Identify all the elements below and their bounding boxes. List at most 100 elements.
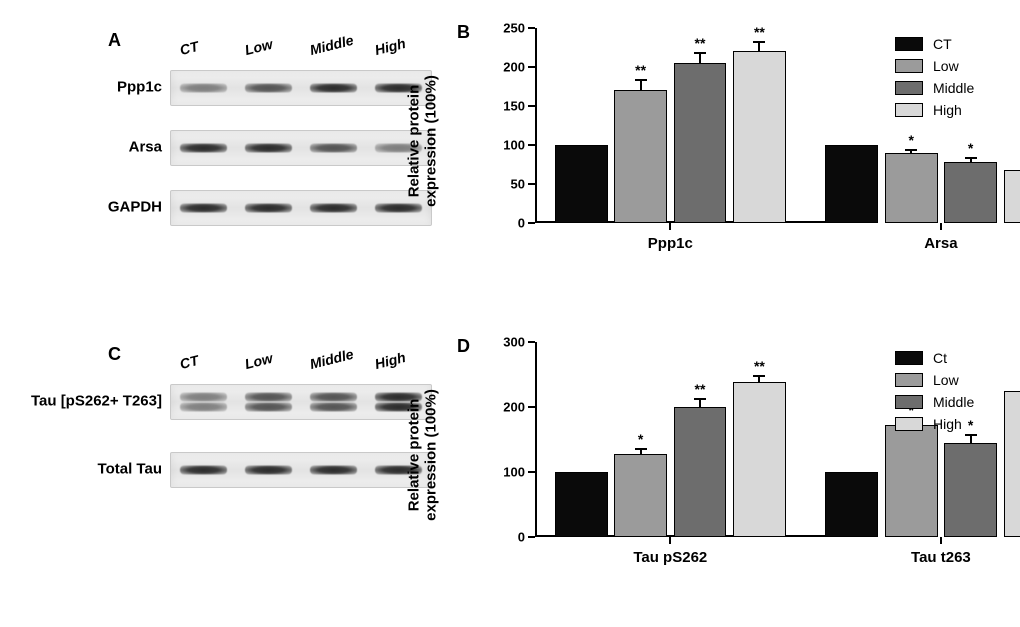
lane-label: Low [243, 350, 274, 372]
legend-label: CT [933, 36, 952, 52]
legend-swatch [895, 395, 923, 409]
legend-label: Middle [933, 80, 974, 96]
blot-row: Total Tau [170, 452, 430, 486]
significance-marker: ** [754, 358, 765, 374]
legend-label: High [933, 416, 962, 432]
y-tick-label: 150 [503, 99, 525, 114]
membrane [170, 452, 432, 488]
legend-label: Ct [933, 350, 947, 366]
bar-chart-panel-d: 0100200300*****Tau pS262****Tau t263Rela… [475, 332, 875, 577]
y-axis-title: Relative proteinexpression (100%) [407, 75, 440, 207]
error-cap [753, 375, 765, 377]
panel-label-a: A [108, 30, 121, 51]
error-bar [699, 53, 701, 63]
legend-item: Low [895, 372, 974, 388]
bar [885, 425, 938, 537]
significance-marker: ** [754, 24, 765, 40]
y-tick [528, 341, 535, 343]
band [245, 204, 292, 213]
band [245, 144, 292, 153]
blot-row-label: Ppp1c [117, 79, 162, 96]
legend-item: Middle [895, 394, 974, 410]
bar [555, 472, 608, 537]
lane-label: Middle [308, 346, 355, 372]
x-tick [940, 537, 942, 544]
band [310, 466, 357, 475]
y-axis [535, 28, 537, 223]
legend-item: High [895, 102, 974, 118]
band [245, 403, 292, 412]
x-tick [940, 223, 942, 230]
band [180, 204, 227, 213]
legend-panel-d: Ct Low Middle High [895, 350, 974, 438]
significance-marker: ** [635, 62, 646, 78]
bar [733, 382, 786, 537]
bar [555, 145, 608, 223]
blot-row: Arsa [170, 130, 430, 164]
x-axis-label: Tau pS262 [633, 549, 707, 566]
lane-label: Low [243, 36, 274, 58]
significance-marker: * [968, 140, 973, 156]
membrane [170, 190, 432, 226]
bar [614, 454, 667, 537]
x-axis-label: Tau t263 [911, 549, 971, 566]
y-tick-label: 50 [511, 177, 525, 192]
y-tick [528, 471, 535, 473]
significance-marker: * [908, 132, 913, 148]
panel-label-b: B [457, 22, 470, 43]
panel-label-d: D [457, 336, 470, 357]
y-tick [528, 222, 535, 224]
legend-swatch [895, 37, 923, 51]
legend-item: Ct [895, 350, 974, 366]
y-tick-label: 100 [503, 138, 525, 153]
y-tick [528, 183, 535, 185]
error-cap [635, 79, 647, 81]
error-bar [640, 80, 642, 90]
plot-area: 0100200300*****Tau pS262****Tau t263 [535, 342, 865, 537]
error-bar [699, 399, 701, 407]
legend-swatch [895, 417, 923, 431]
x-axis-label: Ppp1c [648, 235, 693, 252]
blot-row: Tau [pS262+ T263] [170, 384, 430, 418]
legend-item: Middle [895, 80, 974, 96]
y-tick [528, 144, 535, 146]
membrane [170, 130, 432, 166]
band [245, 392, 292, 401]
band [180, 144, 227, 153]
legend-label: Low [933, 372, 959, 388]
y-tick-label: 300 [503, 335, 525, 350]
bar [674, 63, 727, 223]
error-cap [753, 41, 765, 43]
x-axis-label: Arsa [924, 235, 957, 252]
blot-row-label: Total Tau [98, 461, 162, 478]
membrane [170, 384, 432, 420]
legend-label: High [933, 102, 962, 118]
western-blot-panel-a: CTLowMiddleHighPpp1cArsaGAPDH [170, 30, 430, 250]
band [245, 466, 292, 475]
band [310, 144, 357, 153]
y-tick-label: 0 [518, 216, 525, 231]
bar [674, 407, 727, 537]
y-tick [528, 406, 535, 408]
blot-row: GAPDH [170, 190, 430, 224]
bar [825, 472, 878, 537]
band [180, 403, 227, 412]
band [245, 84, 292, 93]
bar [944, 162, 997, 223]
band [180, 466, 227, 475]
lane-label: CT [178, 352, 200, 372]
error-cap [694, 398, 706, 400]
blot-row-label: Arsa [129, 139, 162, 156]
y-tick-label: 250 [503, 21, 525, 36]
legend-label: Middle [933, 394, 974, 410]
significance-marker: ** [695, 35, 706, 51]
band [310, 403, 357, 412]
x-tick [669, 223, 671, 230]
panel-label-c: C [108, 344, 121, 365]
y-tick [528, 536, 535, 538]
legend-item: High [895, 416, 974, 432]
band [310, 84, 357, 93]
legend-panel-b: CTLowMiddleHigh [895, 36, 974, 124]
western-blot-panel-c: CTLowMiddleHighTau [pS262+ T263]Total Ta… [170, 344, 430, 514]
blot-row-label: GAPDH [108, 199, 162, 216]
